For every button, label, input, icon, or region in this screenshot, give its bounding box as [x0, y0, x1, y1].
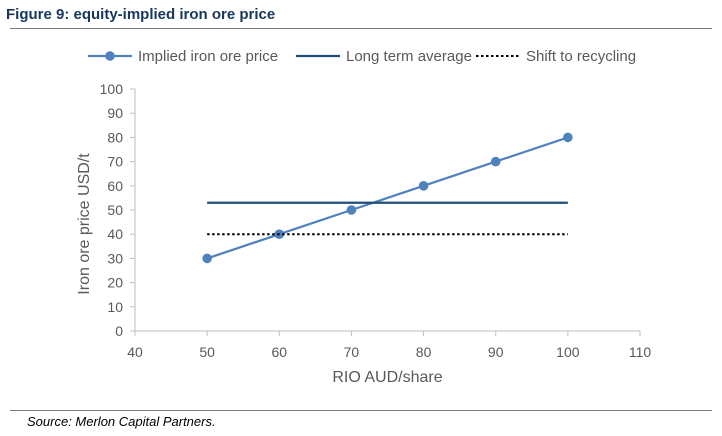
legend-label-2: Shift to recycling [526, 48, 636, 65]
x-tick-label: 90 [488, 344, 504, 360]
x-tick-label: 60 [271, 344, 287, 360]
data-point [346, 205, 357, 215]
x-tick-label: 40 [127, 344, 143, 360]
y-tick-label: 40 [107, 226, 123, 242]
y-tick-label: 70 [107, 154, 123, 170]
top-divider [10, 28, 712, 29]
x-tick-label: 80 [416, 344, 432, 360]
y-tick-label: 90 [107, 105, 123, 121]
y-axis-title: Iron ore price USD/t [76, 153, 93, 295]
bottom-divider [10, 410, 712, 411]
y-tick-label: 20 [107, 275, 123, 291]
data-point [563, 132, 573, 143]
x-tick-label: 100 [556, 344, 580, 360]
x-tick-label: 70 [344, 344, 360, 360]
y-tick-label: 30 [107, 250, 123, 266]
legend-marker [105, 51, 115, 61]
data-point [202, 253, 212, 264]
legend-label-1: Long term average [346, 48, 472, 65]
x-tick-label: 110 [629, 344, 652, 360]
data-point [490, 156, 501, 167]
series-line-0 [206, 136, 569, 260]
y-tick-label: 10 [107, 299, 123, 315]
x-axis-title: RIO AUD/share [332, 369, 442, 386]
y-tick-label: 80 [107, 129, 123, 145]
data-point [418, 181, 429, 191]
source-note: Source: Merlon Capital Partners. [27, 414, 216, 429]
y-tick-label: 50 [107, 202, 123, 218]
figure-title: Figure 9: equity-implied iron ore price [6, 6, 276, 23]
chart: 0 10 20 30 40 50 60 70 80 90 100 40 50 60 70 80 90 100 110… [76, 48, 652, 386]
y-tick-label: 100 [100, 81, 124, 97]
x-tick-label: 50 [199, 344, 215, 360]
y-tick-label: 0 [115, 323, 123, 339]
legend-label-0: Implied iron ore price [138, 48, 278, 65]
y-tick-label: 60 [107, 178, 123, 194]
